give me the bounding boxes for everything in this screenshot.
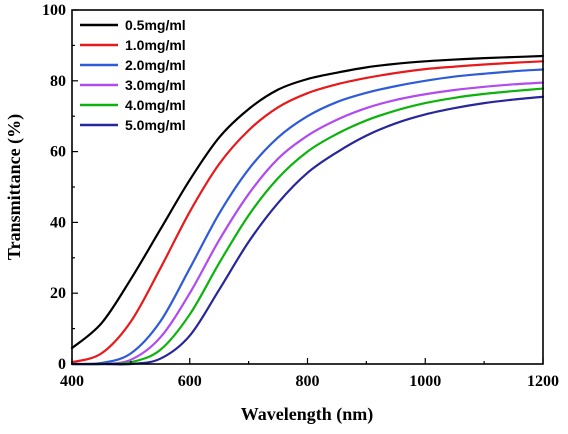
legend-label: 2.0mg/ml xyxy=(125,57,186,73)
series-line-2-0mg-ml xyxy=(70,68,545,366)
legend-label: 5.0mg/ml xyxy=(125,117,186,133)
series-layer xyxy=(70,54,545,366)
legend: 0.5mg/ml 1.0mg/ml 2.0mg/ml 3.0mg/ml 4.0mg/ml… xyxy=(80,17,186,133)
series-line-4-0mg-ml xyxy=(70,87,545,366)
series-line-3-0mg-ml xyxy=(70,81,545,366)
x-tick-label: 800 xyxy=(296,373,320,390)
y-tick-label: 0 xyxy=(58,356,66,373)
y-tick-label: 60 xyxy=(50,144,66,161)
x-tick-label: 400 xyxy=(60,373,84,390)
x-axis-title: Wavelength (nm) xyxy=(241,404,374,425)
legend-label: 3.0mg/ml xyxy=(125,77,186,93)
legend-label: 4.0mg/ml xyxy=(125,97,186,113)
x-tick-label: 1200 xyxy=(527,373,559,390)
y-tick-label: 40 xyxy=(50,214,66,231)
series-line-1-0mg-ml xyxy=(70,60,545,364)
legend-label: 1.0mg/ml xyxy=(125,37,186,53)
y-tick-label: 100 xyxy=(42,2,66,19)
y-tick-label: 80 xyxy=(50,73,66,90)
ticks-layer: 400 600 800 1000 1200 0 20 40 60 80 100 xyxy=(42,2,559,390)
series-line-0-5mg-ml xyxy=(70,54,545,350)
series-line-5-0mg-ml xyxy=(70,95,545,366)
x-tick-label: 600 xyxy=(178,373,202,390)
legend-label: 0.5mg/ml xyxy=(125,17,186,33)
y-tick-label: 20 xyxy=(50,285,66,302)
x-tick-label: 1000 xyxy=(409,373,441,390)
y-axis-title: Transmittance (%) xyxy=(4,114,25,260)
